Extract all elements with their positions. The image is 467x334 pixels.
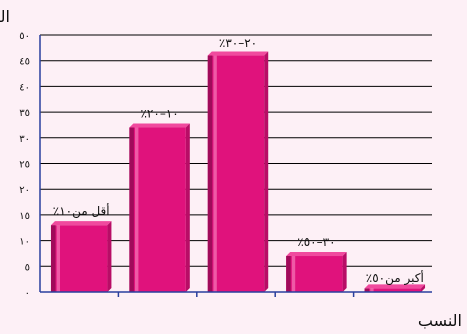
category-label-3: ٣٠–٥٠٪: [297, 235, 335, 249]
bar-top-2: [207, 51, 269, 56]
bar-side-4: [421, 284, 426, 292]
bar-highlight-2: [213, 55, 217, 293]
bar-side-2: [264, 51, 269, 293]
bar-highlight-3: [291, 256, 296, 292]
labels: التكرارات النسب ٠ ٥ ١٠ ١٥ ٢٠ ٢٥ ٣٠ ٣٥ ٤٠ ٤٥ ٥٠ أقل …: [0, 7, 462, 330]
y-tick-label-2: ١٠: [19, 237, 30, 248]
bar-shade-3: [286, 256, 291, 292]
bar-top-0: [50, 221, 112, 226]
bar-3: [286, 252, 347, 292]
y-axis-title: التكرارات: [0, 7, 10, 27]
y-tick-label-3: ١٥: [19, 211, 30, 222]
x-axis-title: النسب: [418, 311, 462, 330]
y-tick-label-10: ٥٠: [19, 31, 30, 42]
bar-shade-2: [207, 55, 213, 293]
y-tick-label-7: ٣٥: [19, 108, 30, 119]
bar-face-2: [207, 55, 265, 293]
y-tick-label-4: ٢٠: [19, 185, 30, 196]
y-tick-label-5: ٢٥: [19, 160, 30, 171]
bar-top-1: [129, 123, 190, 128]
y-tick-label-8: ٤٠: [19, 82, 30, 93]
bar-face-0: [50, 225, 108, 292]
bar-highlight-1: [135, 127, 139, 293]
bar-top-3: [286, 252, 347, 257]
bar-face-1: [129, 127, 186, 293]
bar-side-1: [185, 123, 190, 293]
bar-side-0: [107, 221, 112, 292]
bar-top-4: [364, 284, 426, 289]
bar-highlight-4: [370, 288, 374, 292]
bar-2: [207, 51, 269, 293]
category-label-2: ٢٠–٣٠٪: [219, 36, 257, 50]
y-tick-label-6: ٣٠: [19, 134, 30, 145]
bar-shade-0: [50, 225, 56, 292]
bar-shade-1: [129, 127, 134, 293]
bar-shade-4: [364, 288, 370, 292]
bar-highlight-0: [56, 225, 61, 292]
bar-4: [364, 284, 426, 292]
bar-1: [129, 123, 190, 293]
category-label-4: أكبر من٥٠٪: [366, 270, 424, 286]
y-tick-label-1: ٥: [25, 262, 30, 273]
bar-0: [50, 221, 112, 292]
bar-face-3: [286, 256, 343, 292]
y-tick-label-9: ٤٥: [19, 57, 30, 68]
y-tick-label-0: ٠: [25, 288, 30, 299]
category-label-0: أقل من١٠٪: [53, 203, 110, 219]
bar-face-4: [364, 288, 422, 292]
bars: [50, 51, 426, 293]
axes: [39, 35, 432, 297]
category-label-1: ١٠–٢٠٪: [140, 107, 178, 121]
bar-side-3: [342, 252, 347, 292]
